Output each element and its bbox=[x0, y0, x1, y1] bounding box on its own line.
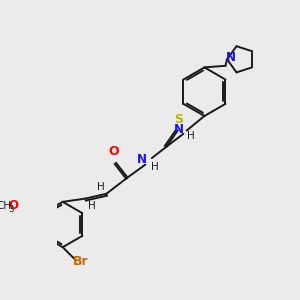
Text: H: H bbox=[187, 131, 194, 141]
Text: O: O bbox=[108, 145, 119, 158]
Text: N: N bbox=[137, 153, 147, 166]
Text: Br: Br bbox=[73, 255, 88, 268]
Text: N: N bbox=[226, 51, 236, 64]
Text: CH: CH bbox=[0, 201, 12, 211]
Text: H: H bbox=[97, 182, 105, 192]
Text: H: H bbox=[88, 201, 96, 211]
Text: H: H bbox=[151, 162, 159, 172]
Text: N: N bbox=[174, 123, 184, 136]
Text: S: S bbox=[174, 113, 183, 126]
Text: 3: 3 bbox=[8, 206, 14, 214]
Text: O: O bbox=[8, 200, 18, 212]
